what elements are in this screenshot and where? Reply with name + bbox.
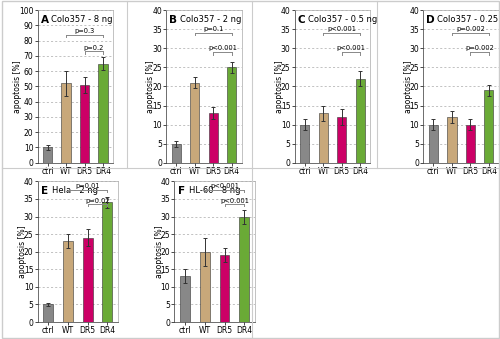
Text: Colo357 - 0.25 ng: Colo357 - 0.25 ng — [437, 15, 500, 24]
Y-axis label: apoptosis [%]: apoptosis [%] — [13, 60, 22, 113]
Text: HL-60 - 8 ng: HL-60 - 8 ng — [189, 185, 240, 195]
Text: p<0.001: p<0.001 — [328, 26, 356, 32]
Bar — [44, 304, 53, 322]
Bar — [484, 90, 494, 163]
Bar — [227, 67, 236, 163]
Bar — [300, 125, 310, 163]
Bar — [220, 255, 230, 322]
Bar — [43, 147, 52, 163]
Bar — [429, 125, 438, 163]
Bar — [318, 113, 328, 163]
Text: F: F — [178, 185, 185, 196]
Bar — [190, 83, 200, 163]
Y-axis label: apoptosis [%]: apoptosis [%] — [154, 225, 164, 278]
Bar — [62, 83, 70, 163]
Text: p<0.001: p<0.001 — [208, 45, 237, 51]
Text: C: C — [298, 15, 306, 25]
Y-axis label: apoptosis [%]: apoptosis [%] — [146, 60, 156, 113]
Text: p=0.3: p=0.3 — [74, 28, 94, 34]
Text: p=0.02: p=0.02 — [85, 198, 110, 203]
Text: Hela - 2 ng: Hela - 2 ng — [52, 185, 98, 195]
Text: p<0.001: p<0.001 — [336, 45, 366, 51]
Text: p<0.001: p<0.001 — [210, 183, 239, 190]
Bar — [82, 238, 92, 322]
Bar — [102, 202, 112, 322]
Text: p=0.2: p=0.2 — [84, 45, 104, 51]
Bar — [208, 113, 218, 163]
Text: p=0.002: p=0.002 — [465, 45, 494, 51]
Y-axis label: apoptosis [%]: apoptosis [%] — [404, 60, 412, 113]
Text: p=0.002: p=0.002 — [456, 26, 485, 32]
Bar — [240, 217, 249, 322]
Bar — [200, 252, 210, 322]
Text: p=0.01: p=0.01 — [76, 183, 100, 190]
Y-axis label: apoptosis [%]: apoptosis [%] — [275, 60, 284, 113]
Text: Colo357 - 0.5 ng: Colo357 - 0.5 ng — [308, 15, 378, 24]
Bar — [448, 117, 456, 163]
Text: p<0.001: p<0.001 — [220, 198, 249, 203]
Bar — [80, 85, 89, 163]
Text: Colo357 - 2 ng: Colo357 - 2 ng — [180, 15, 241, 24]
Text: E: E — [40, 185, 48, 196]
Text: A: A — [40, 15, 48, 25]
Text: Colo357 - 8 ng: Colo357 - 8 ng — [51, 15, 112, 24]
Bar — [98, 64, 108, 163]
Text: p=0.1: p=0.1 — [203, 26, 224, 32]
Y-axis label: apoptosis [%]: apoptosis [%] — [18, 225, 26, 278]
Bar — [356, 79, 365, 163]
Text: B: B — [169, 15, 177, 25]
Bar — [337, 117, 346, 163]
Bar — [63, 241, 73, 322]
Bar — [466, 125, 475, 163]
Bar — [180, 276, 190, 322]
Text: D: D — [426, 15, 435, 25]
Bar — [172, 144, 181, 163]
